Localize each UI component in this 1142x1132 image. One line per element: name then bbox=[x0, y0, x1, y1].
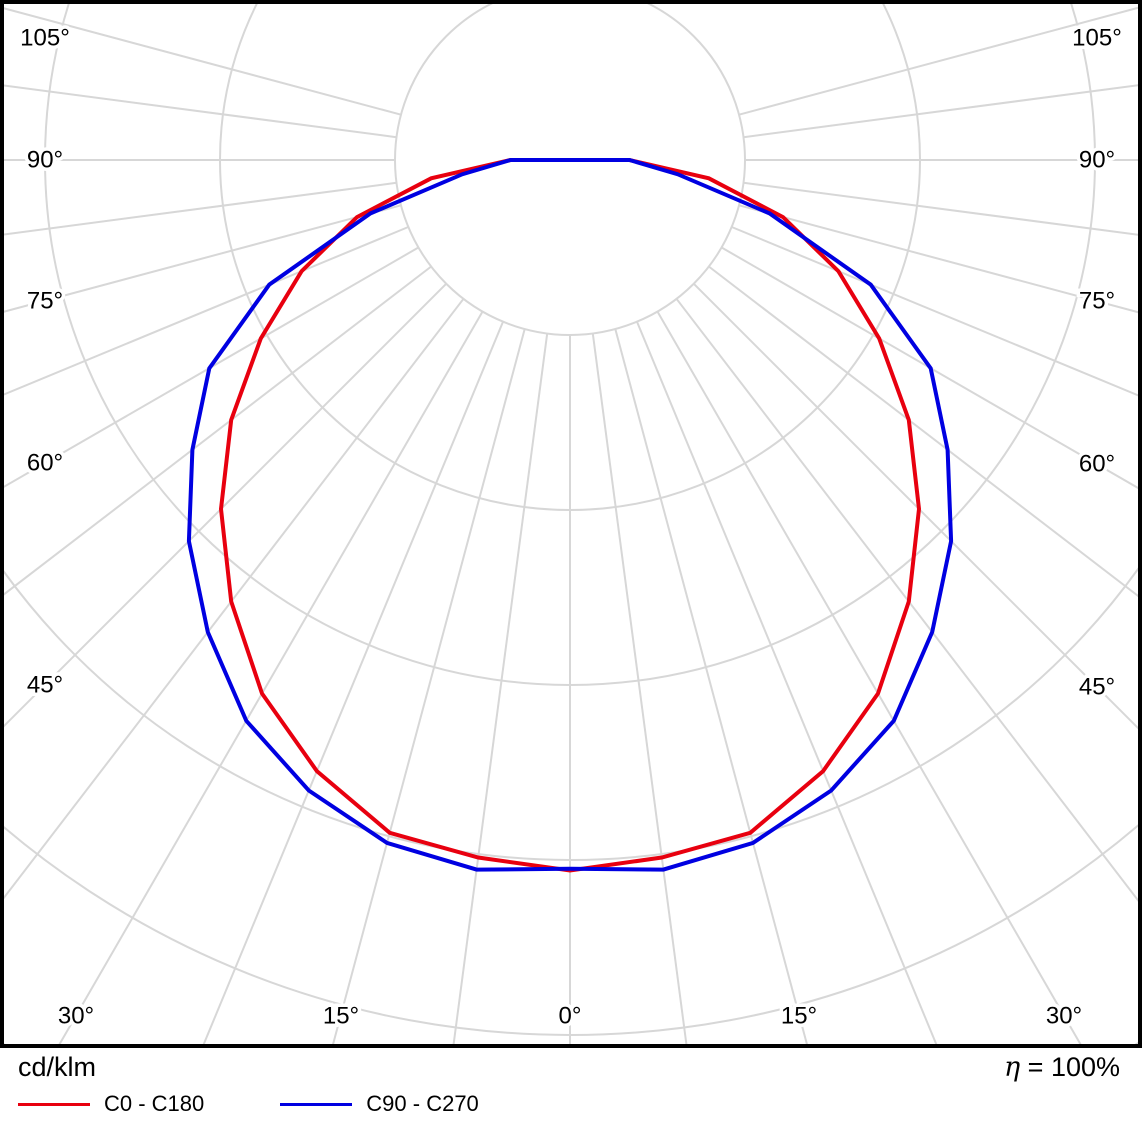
angle-tick-label: 45° bbox=[27, 672, 63, 699]
grid-spoke bbox=[4, 282, 448, 728]
angle-tick-label: 60° bbox=[1079, 451, 1115, 478]
legend-line-red-icon bbox=[18, 1102, 90, 1106]
legend-label-c90-c270: C90 - C270 bbox=[366, 1091, 479, 1116]
grid-spoke bbox=[656, 311, 1082, 1044]
grid-spoke bbox=[738, 204, 1138, 314]
grid-spoke bbox=[4, 181, 397, 236]
legend-row-items: C0 - C180 C90 - C270 bbox=[18, 1091, 1120, 1117]
angle-tick-label: 60° bbox=[27, 450, 63, 477]
grid-spoke bbox=[738, 6, 1138, 116]
grid-spoke bbox=[743, 84, 1138, 139]
grid-spoke bbox=[743, 181, 1138, 236]
grid-spoke bbox=[4, 204, 402, 313]
grid-spoke bbox=[4, 265, 432, 596]
angle-tick-label: 30° bbox=[1046, 1003, 1082, 1030]
grid-spoke bbox=[4, 246, 419, 488]
legend-bar: cd/klm η = 100% C0 - C180 C90 - C270 bbox=[0, 1048, 1142, 1132]
grid-spoke bbox=[675, 298, 1138, 902]
grid-spoke bbox=[708, 265, 1138, 598]
grid-spoke bbox=[202, 321, 504, 1044]
angle-tick-label: 90° bbox=[27, 147, 63, 174]
grid-spoke bbox=[4, 7, 402, 116]
curve-c90-c270 bbox=[186, 158, 954, 872]
angle-tick-label: 15° bbox=[781, 1003, 817, 1030]
legend-item-c90-c270: C90 - C270 bbox=[280, 1091, 479, 1117]
angle-tick-label: 45° bbox=[1079, 674, 1115, 701]
grid-spoke bbox=[4, 84, 397, 139]
efficiency-label: η = 100% bbox=[1004, 1052, 1120, 1083]
grid-spoke bbox=[692, 282, 1138, 730]
angle-tick-label: 105° bbox=[20, 25, 70, 52]
grid-spoke bbox=[731, 226, 1138, 397]
angle-tick-label: 105° bbox=[1072, 25, 1122, 52]
unit-label: cd/klm bbox=[18, 1052, 97, 1082]
angle-tick-label: 0° bbox=[559, 1003, 582, 1030]
angle-tick-label: 30° bbox=[58, 1003, 94, 1030]
grid-spoke bbox=[591, 333, 688, 1044]
polar-grid bbox=[4, 4, 1138, 1044]
curve-c0-c180 bbox=[218, 158, 922, 873]
grid-spoke bbox=[614, 328, 808, 1044]
grid-spoke bbox=[332, 328, 526, 1044]
grid-spoke bbox=[4, 298, 465, 900]
angle-tick-label: 75° bbox=[1079, 288, 1115, 315]
grid-spoke bbox=[721, 246, 1138, 490]
legend-item-c0-c180: C0 - C180 bbox=[18, 1091, 204, 1117]
angle-labels: 0° 15° 15° 30° 30° 45° 45° 60° 60° 75° 75° 90° 90° 10… bbox=[17, 21, 1126, 1033]
legend-line-blue-icon bbox=[280, 1102, 353, 1106]
legend-label-c0-c180: C0 - C180 bbox=[104, 1091, 205, 1116]
grid-spoke bbox=[636, 321, 938, 1044]
ldc-curves bbox=[186, 158, 954, 873]
angle-tick-label: 15° bbox=[323, 1003, 359, 1030]
polar-ldc-chart: 0° 15° 15° 30° 30° 45° 45° 60° 60° 75° 75° 90° 90° 10… bbox=[0, 0, 1142, 1048]
eta-value: = 100% bbox=[1020, 1052, 1120, 1082]
plot-border bbox=[0, 0, 1142, 1048]
grid-spoke bbox=[452, 333, 549, 1044]
angle-tick-label: 75° bbox=[27, 288, 63, 315]
grid-spoke bbox=[4, 226, 409, 396]
eta-symbol: η bbox=[1003, 1052, 1021, 1083]
angle-tick-label: 90° bbox=[1079, 147, 1115, 174]
legend-row-top: cd/klm η = 100% bbox=[18, 1052, 1120, 1083]
grid-spoke bbox=[58, 311, 484, 1044]
